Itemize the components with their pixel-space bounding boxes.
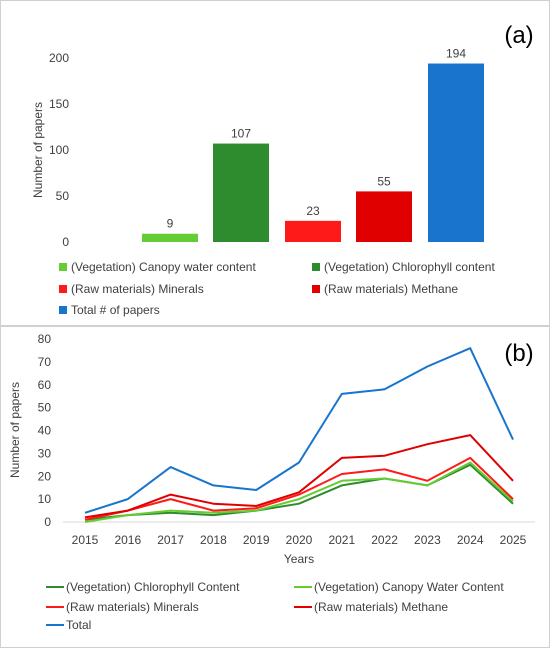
legend-label: (Raw materials) Minerals	[66, 600, 199, 614]
x-tick-label: 2023	[414, 533, 441, 547]
y-tick-label: 40	[38, 424, 52, 438]
y-tick-label: 20	[38, 469, 52, 483]
y-tick-label: 30	[38, 446, 52, 460]
y-tick-label: 100	[49, 143, 69, 157]
series-line	[84, 347, 514, 514]
legend-label: (Vegetation) Chlorophyll Content	[66, 580, 240, 594]
y-tick-label: 60	[38, 378, 52, 392]
series-line	[84, 434, 514, 519]
series-line	[84, 461, 514, 523]
legend-swatch	[59, 263, 67, 271]
legend-label: Total	[66, 618, 91, 632]
y-tick-label: 0	[44, 515, 51, 529]
y-tick-label: 10	[38, 492, 52, 506]
bar	[356, 191, 412, 242]
y-tick-label: 50	[56, 189, 70, 203]
y-axis-title: Number of papers	[31, 102, 45, 198]
x-tick-label: 2020	[286, 533, 313, 547]
x-tick-label: 2021	[328, 533, 355, 547]
legend-label: (Raw materials) Methane	[324, 282, 458, 296]
x-tick-label: 2016	[114, 533, 141, 547]
legend-label: (Vegetation) Chlorophyll content	[324, 260, 495, 274]
bar	[285, 220, 341, 242]
legend-label: (Raw materials) Minerals	[71, 282, 204, 296]
panel-label: (b)	[504, 340, 533, 367]
bar-chart: (a) Number of papers 0 50 100 150 200 9 107 23 55 1…	[31, 22, 534, 317]
bar	[428, 63, 484, 242]
y-axis-title: Number of papers	[8, 382, 22, 478]
bar	[213, 143, 269, 242]
legend-swatch	[59, 285, 67, 293]
series-line	[84, 456, 514, 521]
legend-label: Total # of papers	[71, 303, 160, 317]
bar	[142, 233, 198, 242]
y-tick-label: 0	[62, 235, 69, 249]
x-axis-title: Years	[284, 552, 314, 566]
bar-data-label: 194	[446, 47, 466, 61]
bar-data-label: 23	[306, 204, 320, 218]
line-chart-panel: (b) Number of papers 0 10 20 30 40 50 60 70 80 2015…	[0, 326, 550, 648]
x-tick-label: 2017	[157, 533, 184, 547]
y-tick-label: 150	[49, 97, 69, 111]
x-tick-label: 2025	[500, 533, 527, 547]
x-tick-label: 2022	[371, 533, 398, 547]
bar-data-label: 55	[377, 174, 391, 188]
bar-data-label: 107	[231, 127, 251, 141]
legend-label: (Vegetation) Canopy Water Content	[314, 580, 504, 594]
line-chart: (b) Number of papers 0 10 20 30 40 50 60 70 80 2015…	[8, 332, 535, 632]
panel-label: (a)	[504, 22, 533, 49]
x-tick-label: 2024	[457, 533, 484, 547]
y-tick-label: 70	[38, 355, 52, 369]
x-tick-label: 2018	[200, 533, 227, 547]
x-tick-label: 2019	[243, 533, 270, 547]
legend-label: (Vegetation) Canopy water content	[71, 260, 256, 274]
legend-label: (Raw materials) Methane	[314, 600, 448, 614]
legend-swatch	[312, 285, 320, 293]
y-tick-label: 200	[49, 51, 69, 65]
legend-swatch	[312, 263, 320, 271]
legend-swatch	[59, 306, 67, 314]
y-tick-label: 50	[38, 401, 52, 415]
bar-chart-panel: (a) Number of papers 0 50 100 150 200 9 107 23 55 1…	[0, 0, 550, 326]
bar-data-label: 9	[167, 217, 174, 231]
y-tick-label: 80	[38, 332, 52, 346]
x-tick-label: 2015	[72, 533, 99, 547]
